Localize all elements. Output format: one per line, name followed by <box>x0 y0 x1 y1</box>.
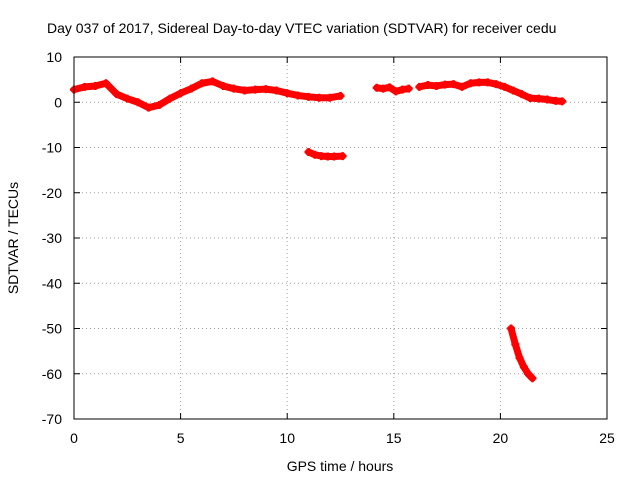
x-tick-label: 0 <box>70 430 78 446</box>
x-tick-label: 20 <box>493 430 509 446</box>
y-tick-label: 10 <box>46 49 62 65</box>
y-tick-label: -50 <box>42 321 62 337</box>
x-tick-label: 25 <box>599 430 615 446</box>
y-tick-label: 0 <box>54 94 62 110</box>
x-axis-label: GPS time / hours <box>287 458 394 474</box>
plot-frame <box>73 56 608 420</box>
data-trace <box>398 85 413 94</box>
x-tick-label: 5 <box>177 430 185 446</box>
x-tick-label: 10 <box>279 430 295 446</box>
x-tick-label: 15 <box>386 430 402 446</box>
series-segment-4 <box>415 78 567 106</box>
grid <box>73 56 608 420</box>
chart-title: Day 037 of 2017, Sidereal Day-to-day VTE… <box>47 20 556 36</box>
y-tick-label: -10 <box>42 140 62 156</box>
series-segment-3 <box>372 83 413 96</box>
tick-labels: 0 5 10 15 20 25 10 0 -10 -20 -30 -40 -50 -60 -70 <box>42 49 615 446</box>
y-tick-label: -40 <box>42 275 62 291</box>
y-axis-label: SDTVAR / TECUs <box>5 182 21 294</box>
data-trace <box>524 370 536 382</box>
data-trace <box>326 92 344 102</box>
series-segment-2 <box>304 148 347 161</box>
y-tick-label: -70 <box>42 411 62 427</box>
y-tick-label: -20 <box>42 185 62 201</box>
series-segment-1 <box>70 77 345 112</box>
y-tick-label: -30 <box>42 230 62 246</box>
series-segment-5 <box>507 324 537 383</box>
data-series <box>70 77 567 383</box>
y-tick-label: -60 <box>42 366 62 382</box>
